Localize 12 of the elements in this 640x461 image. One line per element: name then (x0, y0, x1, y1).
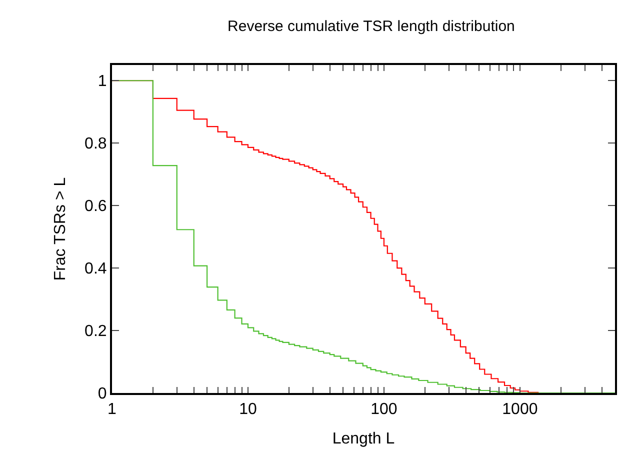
y-tick-label: 0.8 (84, 136, 107, 153)
y-tick-label: 0.4 (84, 260, 107, 278)
y-tick-label: 1 (98, 73, 107, 90)
x-axis-title: Length L (332, 430, 395, 448)
x-tick-label: 100 (370, 401, 398, 418)
chart-title: Reverse cumulative TSR length distribution (228, 18, 515, 36)
x-tick-label: 10 (239, 401, 257, 418)
y-axis-title: Frac TSRs > L (52, 177, 69, 281)
x-tick-label: 1000 (502, 401, 538, 418)
y-tick-label: 0 (98, 386, 107, 403)
y-tick-label: 0.2 (84, 323, 107, 340)
y-tick-label: 0.6 (84, 198, 107, 216)
